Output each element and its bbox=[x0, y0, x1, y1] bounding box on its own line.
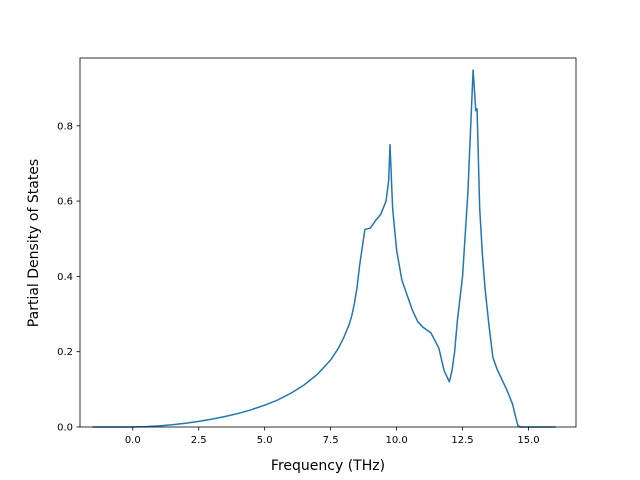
x-tick-label: 5.0 bbox=[257, 435, 273, 446]
y-tick-label: 0.0 bbox=[57, 423, 73, 434]
y-tick-label: 0.6 bbox=[57, 197, 73, 208]
x-axis-label: Frequency (THz) bbox=[271, 458, 385, 474]
y-axis-label: Partial Density of States bbox=[26, 159, 42, 327]
pdos-line bbox=[92, 69, 556, 428]
plot-area bbox=[92, 69, 556, 428]
x-tick-label: 2.5 bbox=[191, 435, 207, 446]
y-tick-label: 0.8 bbox=[57, 121, 73, 132]
y-tick-label: 0.2 bbox=[57, 347, 73, 358]
y-axis-ticks: 0.0 0.2 0.4 0.6 0.8 bbox=[57, 121, 80, 434]
axes-frame bbox=[79, 57, 577, 428]
x-tick-label: 12.5 bbox=[451, 435, 473, 446]
x-tick-label: 15.0 bbox=[517, 435, 539, 446]
y-tick-label: 0.4 bbox=[57, 272, 73, 283]
x-tick-label: 0.0 bbox=[125, 435, 141, 446]
x-tick-label: 10.0 bbox=[385, 435, 407, 446]
x-tick-label: 7.5 bbox=[323, 435, 339, 446]
x-axis-ticks: 0.0 2.5 5.0 7.5 10.0 12.5 15.0 bbox=[125, 427, 540, 446]
